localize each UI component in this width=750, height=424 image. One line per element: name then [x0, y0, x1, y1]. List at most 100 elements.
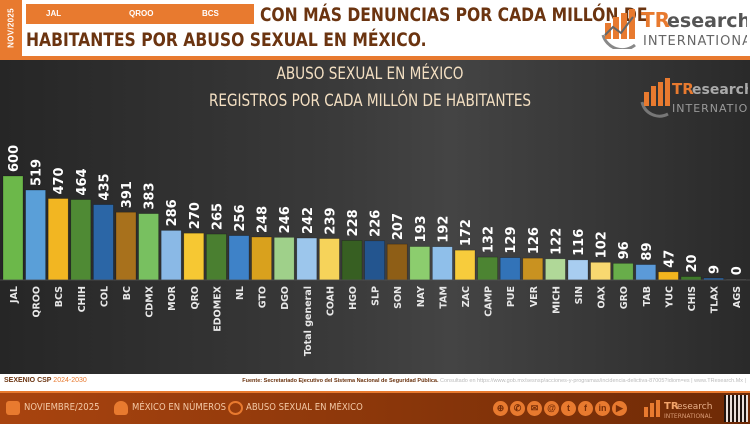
date-tag-text: NOV/2025	[6, 8, 16, 48]
bar-tam	[432, 246, 453, 281]
category-label: COL	[99, 286, 110, 307]
bar-total-general	[296, 237, 318, 281]
category-label: CAMP	[484, 286, 495, 317]
bar-nay	[409, 246, 431, 281]
value-label: 89	[640, 242, 655, 260]
bar-edomex	[206, 233, 227, 281]
value-label: 519	[30, 159, 45, 186]
value-label: 239	[323, 207, 338, 234]
bar-hgo	[341, 240, 363, 281]
logo-esearch: esearch	[677, 402, 712, 412]
bar-cdmx	[138, 213, 159, 281]
bar-gro	[612, 263, 634, 281]
top-state-2: QROO	[129, 9, 154, 18]
source-strip: SEXENIO CSP 2024-2030 Fuente: Secretaria…	[0, 374, 750, 393]
category-label: HGO	[348, 286, 359, 310]
qr-code[interactable]	[724, 395, 748, 422]
value-label: 129	[504, 226, 519, 253]
email-icon[interactable]: ✉	[527, 401, 542, 416]
logo-bar	[656, 400, 660, 417]
header: NOV/2025 JAL QROO BCS CON MÁS DENUNCIAS …	[0, 0, 750, 56]
category-label: COAH	[325, 286, 336, 316]
category-label: ZAC	[461, 286, 472, 307]
bar-mor	[160, 230, 182, 281]
value-label: 126	[527, 227, 542, 254]
logo-bar	[629, 9, 635, 39]
category-label: SON	[393, 286, 404, 309]
category-label: EDOMEX	[212, 285, 223, 331]
category-label: QROO	[32, 286, 43, 318]
bar-pue	[499, 257, 521, 281]
category-label: NAY	[416, 286, 427, 307]
bar-bcs	[47, 198, 69, 281]
value-label: 9	[708, 265, 723, 274]
logo-international: INTERNATIONAL	[672, 102, 748, 115]
chart-panel: ABUSO SEXUAL EN MÉXICO REGISTROS POR CAD…	[0, 60, 750, 374]
value-label: 464	[75, 168, 90, 195]
logo-swoosh	[640, 101, 669, 118]
category-label: Total general	[303, 286, 314, 356]
logo-swoosh	[601, 34, 636, 49]
bar-nl	[228, 235, 250, 281]
bar-jal	[2, 175, 24, 281]
footer-logo: TR esearch INTERNATIONAL	[644, 400, 713, 420]
whatsapp-icon[interactable]: ✆	[510, 401, 525, 416]
footer: NOVIEMBRE/2025 MÉXICO EN NÚMEROS ABUSO S…	[0, 393, 750, 424]
logo-trend-line	[604, 16, 634, 36]
logo-bar	[644, 407, 648, 417]
category-label: BCS	[54, 286, 65, 307]
value-label: 265	[210, 203, 225, 230]
logo-tr: TR	[664, 401, 679, 412]
value-label: 102	[595, 231, 610, 258]
footer-section: MÉXICO EN NÚMEROS	[132, 402, 227, 413]
people-icon	[114, 401, 128, 415]
youtube-icon[interactable]: ▶	[612, 401, 627, 416]
category-label: GTO	[258, 286, 269, 308]
bar-sin	[567, 259, 589, 281]
facebook-icon[interactable]: f	[578, 401, 593, 416]
globe-icon[interactable]: ⊕	[493, 401, 508, 416]
category-label: PUE	[506, 286, 517, 307]
logo-tr: TR	[672, 80, 694, 98]
value-label: 116	[572, 229, 587, 256]
chart-subtitle: REGISTROS POR CADA MILLÓN DE HABITANTES	[208, 91, 532, 111]
threads-icon[interactable]: @	[544, 401, 559, 416]
sexenio-period: 2024-2030	[53, 377, 87, 384]
value-label: 383	[143, 182, 158, 209]
sexenio-text: SEXENIO CSP	[4, 377, 52, 384]
logo-tr: TR	[641, 8, 670, 32]
source-url[interactable]: Consultado en https://www.gob.mx/sesnsp/…	[440, 378, 746, 384]
value-label: 256	[233, 204, 248, 231]
source-text: Fuente: Secretariado Ejecutivo del Siste…	[242, 378, 746, 384]
bar-chih	[70, 199, 92, 281]
bar-mich	[545, 258, 566, 281]
logo-bar	[644, 92, 649, 106]
logo-bar	[650, 403, 654, 417]
category-label: JAL	[9, 286, 20, 304]
value-label: 470	[52, 167, 67, 194]
value-label: 193	[414, 215, 429, 242]
logo-esearch: esearch	[692, 82, 748, 98]
bar-camp	[477, 256, 498, 281]
headline-line-1: CON MÁS DENUNCIAS POR CADA MILLÓN DE	[260, 4, 648, 26]
bar-coah	[319, 238, 340, 281]
logo-international: INTERNATIONAL	[664, 413, 713, 420]
top-states-band: JAL QROO BCS	[26, 4, 254, 24]
twitter-icon[interactable]: t	[561, 401, 576, 416]
bar-col	[93, 204, 114, 281]
bar-slp	[364, 240, 385, 281]
tresearch-watermark-logo: TR esearch INTERNATIONAL	[640, 78, 748, 118]
value-label: 226	[369, 210, 384, 237]
footer-topic: ABUSO SEXUAL EN MÉXICO	[246, 402, 363, 413]
category-label: AGS	[732, 286, 743, 308]
footer-date: NOVIEMBRE/2025	[24, 402, 100, 413]
category-label: VER	[529, 285, 540, 307]
category-label: SIN	[574, 286, 585, 304]
chart-title: ABUSO SEXUAL EN MÉXICO	[276, 64, 464, 84]
header-divider	[0, 56, 750, 60]
linkedin-icon[interactable]: in	[595, 401, 610, 416]
value-label: 391	[120, 181, 135, 208]
logo-bar	[658, 82, 663, 106]
value-label: 248	[256, 206, 271, 233]
category-label: NL	[235, 286, 246, 300]
